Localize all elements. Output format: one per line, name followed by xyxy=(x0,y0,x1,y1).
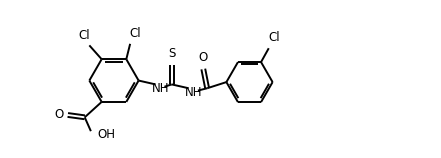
Text: O: O xyxy=(198,51,207,64)
Text: O: O xyxy=(54,108,64,121)
Text: S: S xyxy=(168,47,176,60)
Text: OH: OH xyxy=(98,128,116,141)
Text: NH: NH xyxy=(151,82,169,95)
Text: Cl: Cl xyxy=(129,27,141,40)
Text: Cl: Cl xyxy=(78,28,90,42)
Text: Cl: Cl xyxy=(268,31,280,44)
Text: NH: NH xyxy=(184,86,202,99)
